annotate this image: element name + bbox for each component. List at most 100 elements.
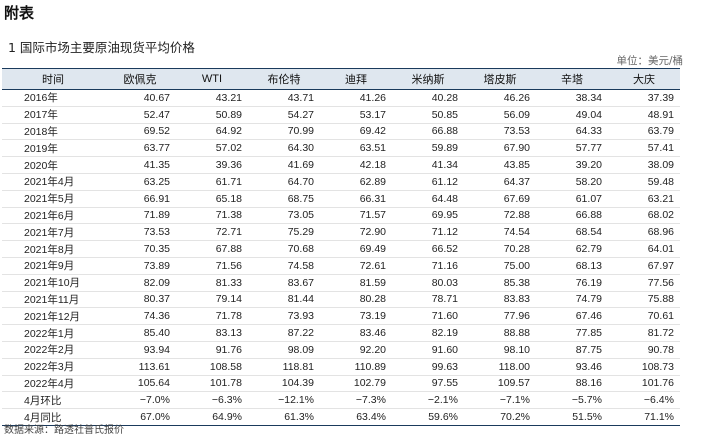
table-cell: 70.35 [104,240,176,258]
table-row: 2021年8月 70.35 67.88 70.68 69.49 66.52 70.28 62.… [2,240,680,258]
table-cell: 109.57 [464,375,536,393]
table-cell: 73.89 [104,257,176,275]
table-cell: −6.4% [608,391,680,410]
table-cell: 62.79 [536,240,608,258]
table-cell: 118.00 [464,358,536,376]
table-cell: 61.71 [176,173,248,191]
table-cell: 71.89 [104,207,176,225]
row-label: 2022年1月 [2,324,104,342]
table-cell: 59.48 [608,173,680,191]
table-cell: 75.29 [248,223,320,242]
table-cell: 69.52 [104,123,176,141]
table-cell: 72.88 [464,207,536,225]
table-cell: 88.88 [464,324,536,342]
table-row: 4月同比 67.0% 64.9% 61.3% 63.4% 59.6% 70.2% 51.5% 7… [2,408,680,426]
row-label: 2018年 [2,123,104,141]
table-row: 4月环比 −7.0% −6.3% −12.1% −7.3% −2.1% −7.1% −5.7%… [2,391,680,410]
table-cell: 66.91 [104,190,176,208]
table-cell: 104.39 [248,375,320,393]
table-cell: 73.53 [464,123,536,141]
table-cell: 66.52 [392,240,464,258]
table-cell: 50.85 [392,106,464,124]
table-cell: 54.27 [248,106,320,124]
table-cell: 70.99 [248,123,320,141]
table-cell: 110.89 [320,358,392,376]
table-row: 2021年7月 73.53 72.71 75.29 72.90 71.12 74.54 68.… [2,223,680,242]
table-cell: 67.90 [464,139,536,158]
table-cell: 80.37 [104,291,176,309]
table-cell: 82.19 [392,324,464,342]
column-header: 欧佩克 [104,68,176,90]
table-cell: 59.6% [392,408,464,426]
table-cell: 57.02 [176,139,248,158]
table-cell: 79.14 [176,291,248,309]
table-cell: 41.34 [392,156,464,174]
table-cell: 73.05 [248,207,320,225]
price-table: 时间 欧佩克 WTI 布伦特 迪拜 米纳斯 塔皮斯 辛塔 大庆 2016年 40.67 43.21 4… [2,68,680,426]
table-cell: 41.35 [104,156,176,174]
table-cell: 70.28 [464,240,536,258]
table-cell: 68.02 [608,207,680,225]
row-label: 2021年5月 [2,190,104,208]
table-row: 2018年 69.52 64.92 70.99 69.42 66.88 73.53 64.33… [2,123,680,141]
table-cell: 71.38 [176,207,248,225]
table-cell: 105.64 [104,375,176,393]
table-row: 2022年2月 93.94 91.76 98.09 92.20 91.60 98.10 87.… [2,341,680,359]
source-note: 数据来源：路透社普氏报价 [4,425,124,436]
table-cell: 81.72 [608,324,680,342]
row-label: 2022年3月 [2,358,104,376]
unit-label: 单位：美元/桶 [616,55,683,67]
table-cell: 66.31 [320,190,392,208]
table-cell: 70.2% [464,408,536,426]
row-label: 4月环比 [2,391,104,410]
row-label: 2021年6月 [2,207,104,225]
column-header: 辛塔 [536,68,608,90]
table-cell: 93.94 [104,341,176,359]
table-cell: 43.21 [176,89,248,107]
table-cell: 87.75 [536,341,608,359]
table-row: 2020年 41.35 39.36 41.69 42.18 41.34 43.85 39.20… [2,156,680,174]
table-cell: −12.1% [248,391,320,410]
row-label: 2016年 [2,89,104,107]
table-cell: 63.79 [608,123,680,141]
table-cell: 101.78 [176,375,248,393]
table-cell: 74.54 [464,223,536,242]
table-cell: 39.36 [176,156,248,174]
table-cell: 88.16 [536,375,608,393]
table-cell: 73.93 [248,307,320,326]
table-row: 2021年11月 80.37 79.14 81.44 80.28 78.71 83.83 74… [2,291,680,309]
table-cell: 43.85 [464,156,536,174]
table-cell: 67.97 [608,257,680,275]
table-cell: −2.1% [392,391,464,410]
table-cell: 71.1% [608,408,680,426]
table-cell: 59.89 [392,139,464,158]
table-cell: 90.78 [608,341,680,359]
table-cell: 52.47 [104,106,176,124]
table-cell: 73.19 [320,307,392,326]
row-label: 2021年9月 [2,257,104,275]
table-cell: 92.20 [320,341,392,359]
table-cell: 85.40 [104,324,176,342]
table-cell: 50.89 [176,106,248,124]
table-cell: 98.09 [248,341,320,359]
table-cell: 64.9% [176,408,248,426]
table-cell: 70.61 [608,307,680,326]
column-header: 布伦特 [248,68,320,90]
table-row: 2022年1月 85.40 83.13 87.22 83.46 82.19 88.88 77.… [2,324,680,342]
table-cell: 63.21 [608,190,680,208]
table-body: 2016年 40.67 43.21 43.71 41.26 40.28 46.26 38.34… [2,89,680,426]
row-label: 2021年12月 [2,307,104,326]
table-cell: 74.79 [536,291,608,309]
table-row: 2021年5月 66.91 65.18 68.75 66.31 64.48 67.69 61.… [2,190,680,208]
table-cell: 46.26 [464,89,536,107]
table-cell: 67.69 [464,190,536,208]
table-cell: 61.12 [392,173,464,191]
table-cell: 42.18 [320,156,392,174]
table-cell: 81.59 [320,274,392,292]
table-cell: 69.95 [392,207,464,225]
table-row: 2022年4月 105.64 101.78 104.39 102.79 97.55 109.… [2,375,680,393]
table-cell: 77.56 [608,274,680,292]
table-header-row: 时间 欧佩克 WTI 布伦特 迪拜 米纳斯 塔皮斯 辛塔 大庆 [2,68,680,90]
table-cell: 71.16 [392,257,464,275]
table-cell: 91.76 [176,341,248,359]
